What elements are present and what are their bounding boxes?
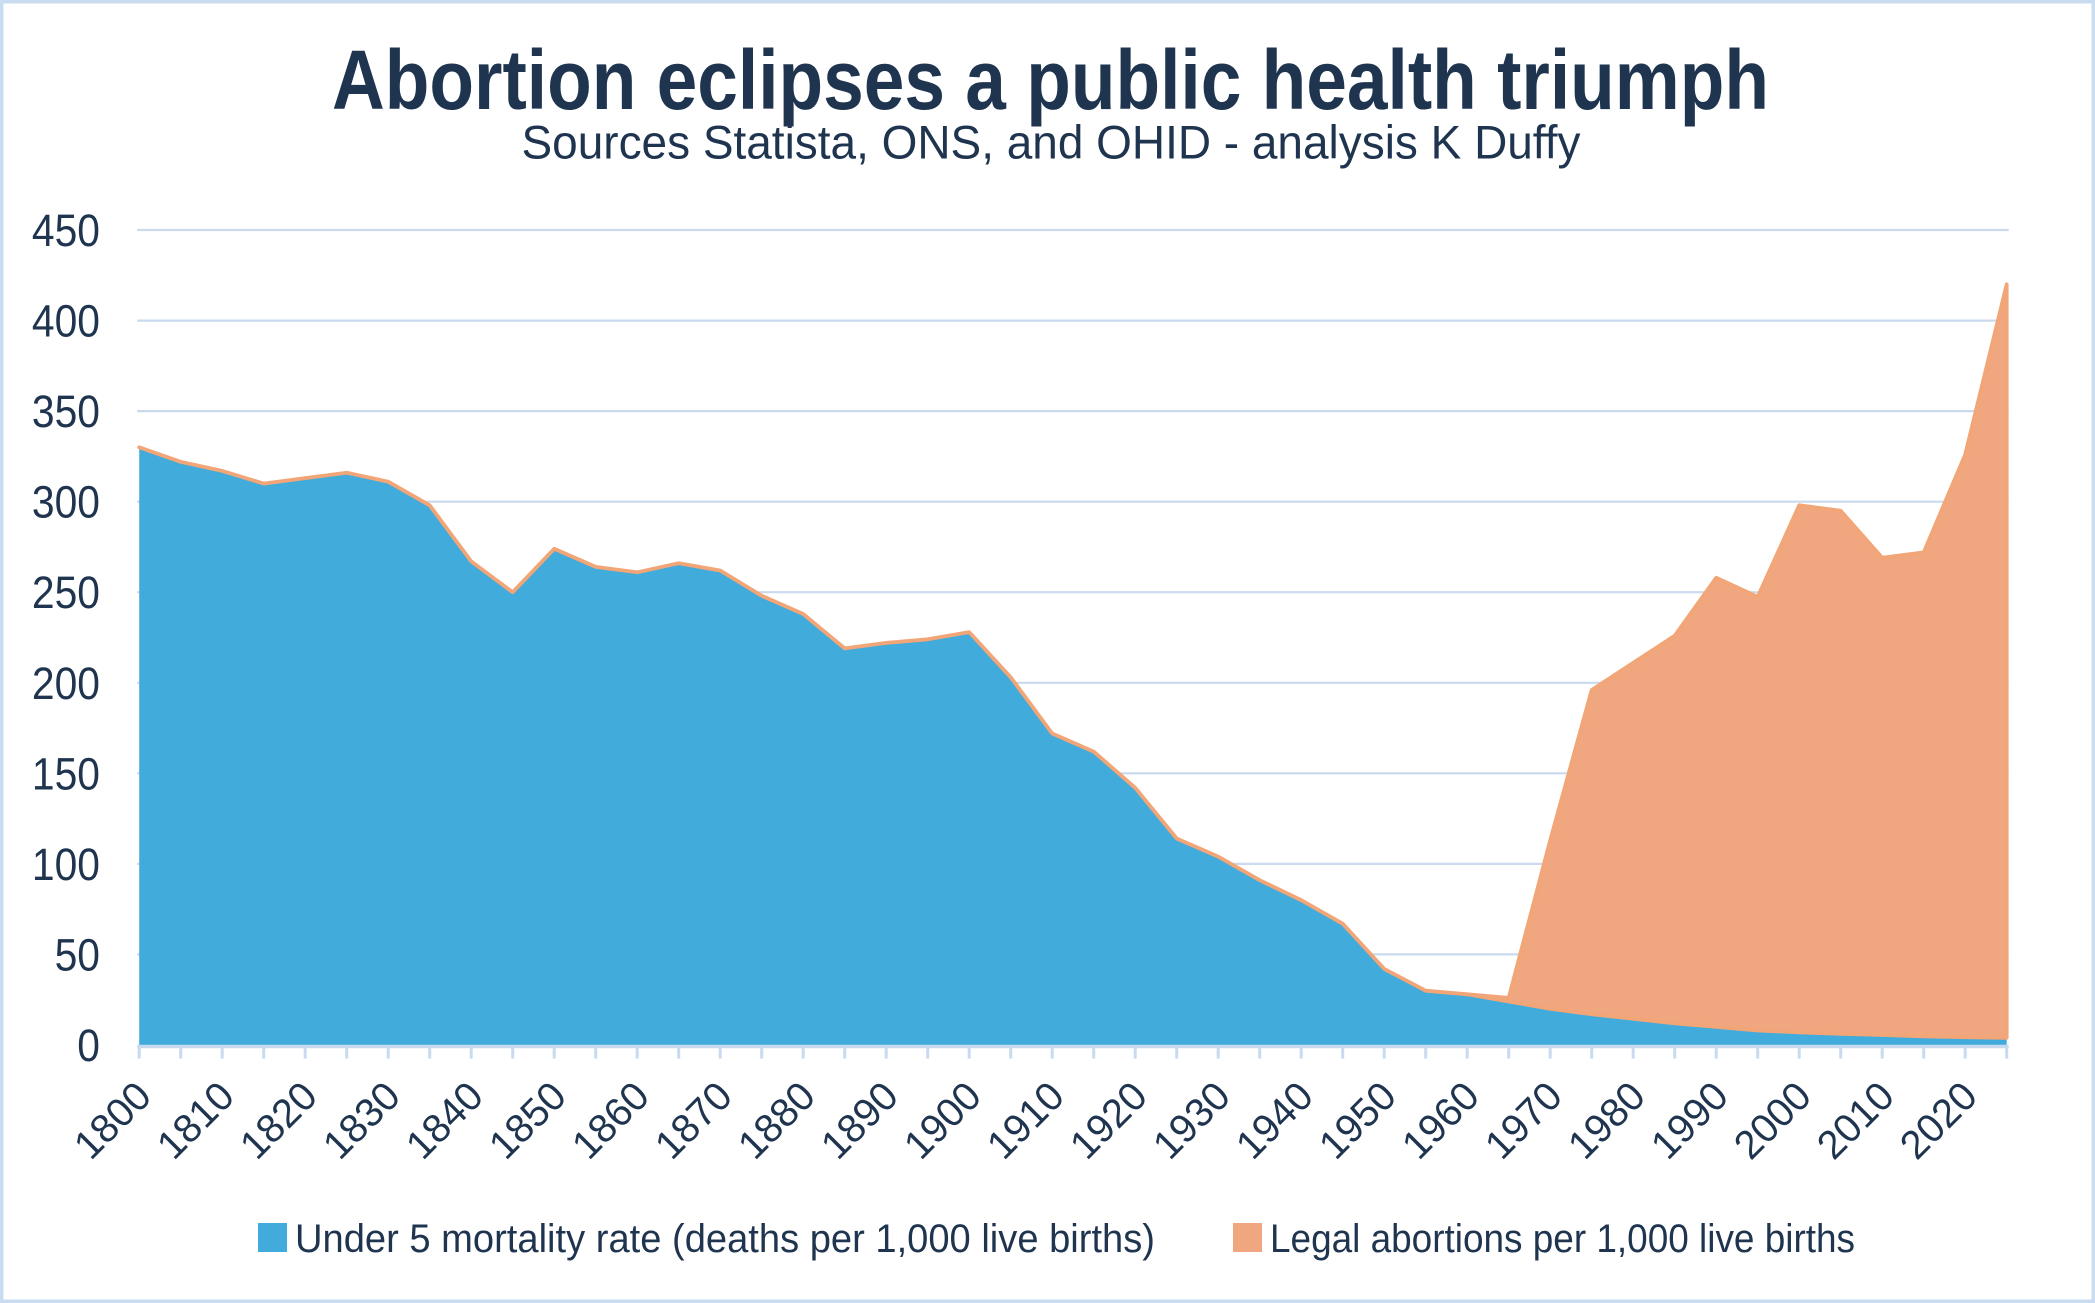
svg-text:Sources Statista, ONS, and OHI: Sources Statista, ONS, and OHID - analys… <box>522 116 1581 169</box>
svg-text:300: 300 <box>32 477 100 528</box>
svg-text:100: 100 <box>32 839 100 890</box>
svg-text:450: 450 <box>32 205 100 256</box>
svg-text:400: 400 <box>32 296 100 347</box>
svg-text:200: 200 <box>32 658 100 709</box>
svg-text:Under 5 mortality rate (deaths: Under 5 mortality rate (deaths per 1,000… <box>295 1217 1155 1261</box>
svg-text:Abortion eclipses a public hea: Abortion eclipses a public health triump… <box>332 33 1769 127</box>
svg-text:350: 350 <box>32 386 100 437</box>
svg-text:50: 50 <box>55 929 100 980</box>
svg-text:250: 250 <box>32 567 100 618</box>
svg-text:Legal abortions per 1,000 live: Legal abortions per 1,000 live births <box>1270 1217 1855 1261</box>
svg-text:0: 0 <box>77 1020 100 1071</box>
svg-text:150: 150 <box>32 748 100 799</box>
